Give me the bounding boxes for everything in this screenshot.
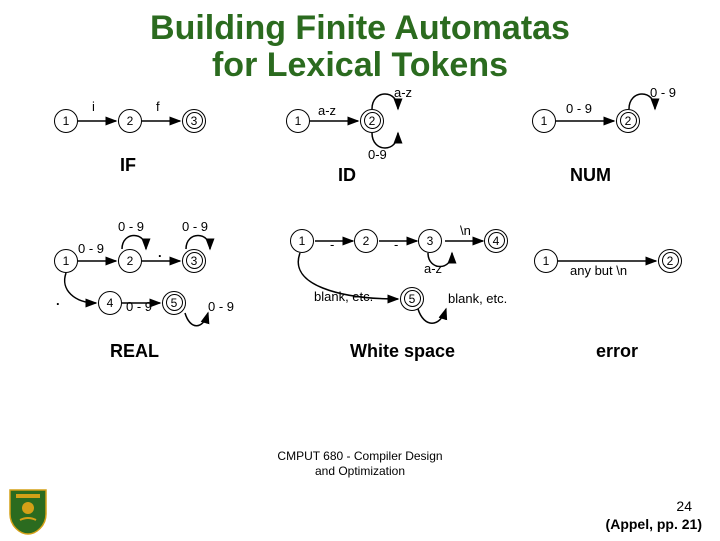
IF-label: IF: [120, 155, 136, 176]
ERR-edge: any but \n: [570, 263, 627, 278]
ERR-state-1: 1: [534, 249, 558, 273]
title-line1: Building Finite Automatas: [150, 9, 570, 47]
WS-state-5: 5: [400, 287, 424, 311]
state-label: 2: [369, 114, 376, 128]
WS-loop3: a-z: [424, 261, 442, 276]
state-label: 2: [127, 254, 134, 268]
page-number: 24: [676, 498, 692, 514]
IF-edge-i: i: [92, 99, 95, 114]
WS-e34: \n: [460, 223, 471, 238]
REAL-e12: 0 - 9: [78, 241, 104, 256]
state-label: 4: [493, 234, 500, 248]
IF-state-1: 1: [54, 109, 78, 133]
footer-line2: and Optimization: [315, 464, 405, 478]
REAL-e23: .: [158, 245, 162, 260]
WS-state-4: 4: [484, 229, 508, 253]
diagrams-area: 1 2 3 i f IF 1 2 a-z a-z 0-9 ID 1 2 0 - …: [0, 85, 720, 445]
state-label: 1: [63, 254, 70, 268]
WS-state-2: 2: [354, 229, 378, 253]
footer: CMPUT 680 - Compiler Design and Optimiza…: [0, 449, 720, 480]
title-line2: for Lexical Tokens: [212, 46, 508, 84]
university-crest-icon: [6, 486, 50, 536]
IF-state-3: 3: [182, 109, 206, 133]
state-label: 1: [63, 114, 70, 128]
REAL-loop2: 0 - 9: [118, 219, 144, 234]
WS-label: White space: [350, 341, 455, 362]
NUM-state-1: 1: [532, 109, 556, 133]
ERR-state-2: 2: [658, 249, 682, 273]
footer-line1: CMPUT 680 - Compiler Design: [277, 449, 442, 463]
NUM-loop-09: 0 - 9: [650, 85, 676, 100]
state-label: 5: [409, 292, 416, 306]
ID-state-1: 1: [286, 109, 310, 133]
REAL-e45: 0 - 9: [126, 299, 152, 314]
ID-state-2: 2: [360, 109, 384, 133]
REAL-label: REAL: [110, 341, 159, 362]
state-label: 2: [667, 254, 674, 268]
state-label: 4: [107, 296, 114, 310]
REAL-state-2: 2: [118, 249, 142, 273]
ID-edge-az: a-z: [318, 103, 336, 118]
state-label: 2: [127, 114, 134, 128]
WS-e23: -: [394, 237, 398, 252]
state-label: 2: [363, 234, 370, 248]
WS-e12: -: [330, 237, 334, 252]
REAL-state-1: 1: [54, 249, 78, 273]
ID-label: ID: [338, 165, 356, 186]
state-label: 5: [171, 296, 178, 310]
ID-loop-09: 0-9: [368, 147, 387, 162]
state-label: 1: [299, 234, 306, 248]
state-label: 3: [191, 114, 198, 128]
WS-state-3: 3: [418, 229, 442, 253]
state-label: 3: [191, 254, 198, 268]
REAL-loop3: 0 - 9: [182, 219, 208, 234]
state-label: 1: [541, 114, 548, 128]
NUM-edge-09: 0 - 9: [566, 101, 592, 116]
state-label: 1: [543, 254, 550, 268]
REAL-state-5: 5: [162, 291, 186, 315]
WS-loop5: blank, etc.: [448, 291, 507, 306]
page-title: Building Finite Automatas for Lexical To…: [0, 0, 720, 85]
state-label: 3: [427, 234, 434, 248]
REAL-loop5: 0 - 9: [208, 299, 234, 314]
REAL-state-4: 4: [98, 291, 122, 315]
ERR-label: error: [596, 341, 638, 362]
WS-state-1: 1: [290, 229, 314, 253]
REAL-e14: .: [56, 293, 60, 308]
NUM-label: NUM: [570, 165, 611, 186]
appel-ref: (Appel, pp. 21): [606, 516, 702, 532]
WS-e15: blank, etc.: [314, 289, 373, 304]
IF-state-2: 2: [118, 109, 142, 133]
state-label: 1: [295, 114, 302, 128]
NUM-state-2: 2: [616, 109, 640, 133]
IF-edge-f: f: [156, 99, 160, 114]
REAL-state-3: 3: [182, 249, 206, 273]
ID-loop-az: a-z: [394, 85, 412, 100]
state-label: 2: [625, 114, 632, 128]
